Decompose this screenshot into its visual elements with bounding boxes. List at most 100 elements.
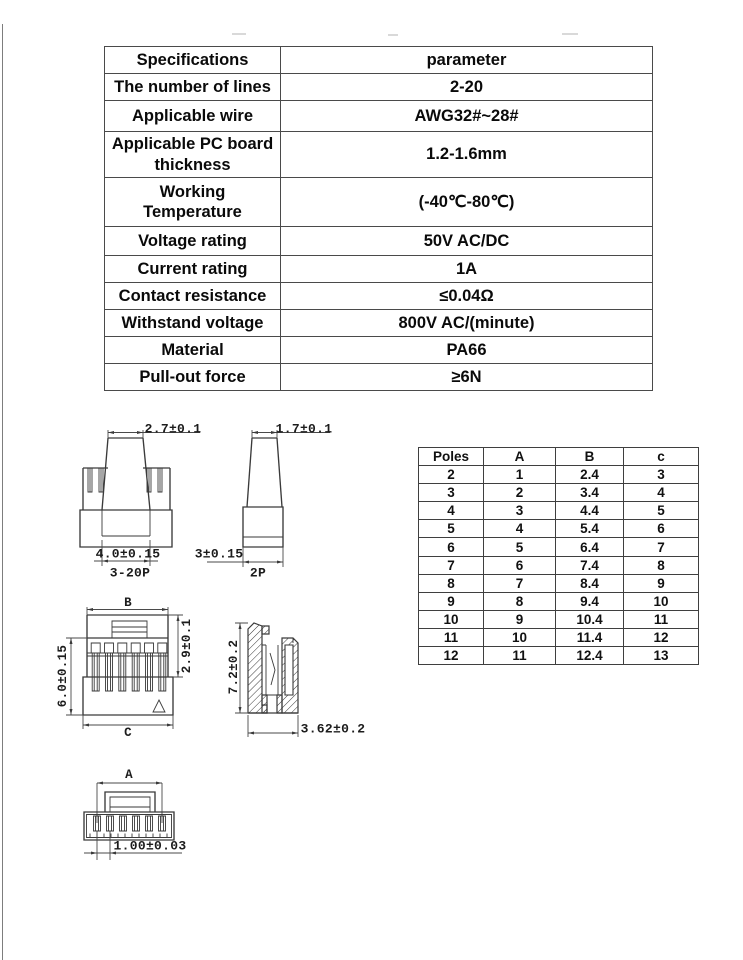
drawing-320p-side-view <box>60 415 210 585</box>
scan-artifact <box>232 33 246 35</box>
poles-header: c <box>623 446 699 467</box>
table-row: Specifications parameter <box>104 46 653 74</box>
poles-cell: 4 <box>623 483 699 503</box>
table-row: 3 2 3.4 4 <box>418 483 699 503</box>
poles-header: Poles <box>418 446 484 467</box>
poles-cell: 9 <box>418 591 484 611</box>
spec-value: 50V AC/DC <box>280 226 653 256</box>
poles-cell: 3.4 <box>555 483 624 503</box>
table-row: Withstand voltage 800V AC/(minute) <box>104 309 653 337</box>
poles-cell: 7.4 <box>555 555 624 575</box>
poles-cell: 11 <box>483 646 556 666</box>
spec-value: 1.2-1.6mm <box>280 131 653 178</box>
table-row: Voltage rating 50V AC/DC <box>104 226 653 256</box>
table-row: 5 4 5.4 6 <box>418 519 699 539</box>
poles-cell: 2.4 <box>555 465 624 485</box>
dim-label-section-width: 3.62±0.2 <box>300 721 366 737</box>
spec-value: 800V AC/(minute) <box>280 309 653 337</box>
table-row: 10 9 10.4 11 <box>418 609 699 629</box>
dim-label-section-height: 7.2±0.2 <box>227 639 241 695</box>
poles-cell: 5 <box>483 537 556 557</box>
label-range-320p: 3-20P <box>109 565 151 581</box>
poles-cell: 8 <box>483 591 556 611</box>
dim-label-front-width-B: B <box>124 596 132 610</box>
spec-label: Applicable PC board thickness <box>104 131 281 178</box>
specifications-table: Specifications parameter The number of l… <box>104 46 653 391</box>
spec-label: Pull-out force <box>104 363 281 391</box>
table-row: Applicable PC board thickness 1.2-1.6mm <box>104 131 653 178</box>
poles-cell: 10 <box>483 627 556 648</box>
spec-label: The number of lines <box>104 73 281 101</box>
dim-label-front-upper-height: 2.9±0.1 <box>180 618 194 674</box>
poles-cell: 11 <box>623 609 699 629</box>
poles-cell: 9 <box>483 609 556 629</box>
table-row: Current rating 1A <box>104 255 653 283</box>
drawing-2p-side-view <box>195 415 335 585</box>
label-2p: 2P <box>249 565 267 581</box>
poles-cell: 6 <box>623 519 699 539</box>
poles-cell: 2 <box>418 465 484 485</box>
poles-cell: 8.4 <box>555 573 624 593</box>
poles-cell: 9.4 <box>555 591 624 611</box>
dim-label-front-height: 6.0±0.15 <box>56 644 70 708</box>
table-row: The number of lines 2-20 <box>104 73 653 101</box>
spec-label: Contact resistance <box>104 282 281 310</box>
poles-cell: 10 <box>623 591 699 611</box>
table-row: Applicable wire AWG32#~28# <box>104 100 653 132</box>
dim-label-2p-top-width: 1.7±0.1 <box>275 421 333 437</box>
scan-artifact <box>562 33 578 35</box>
dim-label-320p-bottom-width: 4.0±0.15 <box>95 546 161 562</box>
poles-cell: 5 <box>623 501 699 521</box>
table-row: 2 1 2.4 3 <box>418 465 699 485</box>
drawing-front-view <box>50 590 200 745</box>
table-row: 11 10 11.4 12 <box>418 627 699 648</box>
dim-label-top-view-A: A <box>125 768 133 782</box>
spec-header-col1: Specifications <box>104 46 281 74</box>
page-left-border <box>2 24 3 960</box>
poles-cell: 11.4 <box>555 627 624 648</box>
table-row: 6 5 6.4 7 <box>418 537 699 557</box>
table-row: Working Temperature (-40℃-80℃) <box>104 177 653 227</box>
spec-value: 1A <box>280 255 653 283</box>
poles-cell: 2 <box>483 483 556 503</box>
dim-label-front-bottom-C: C <box>124 726 132 740</box>
spec-label: Voltage rating <box>104 226 281 256</box>
poles-cell: 3 <box>623 465 699 485</box>
spec-label: Withstand voltage <box>104 309 281 337</box>
poles-cell: 12 <box>418 646 484 666</box>
poles-cell: 12 <box>623 627 699 648</box>
table-row: Contact resistance ≤0.04Ω <box>104 282 653 310</box>
spec-label: Current rating <box>104 255 281 283</box>
dim-label-320p-top-width: 2.7±0.1 <box>144 421 202 437</box>
poles-cell: 8 <box>623 555 699 575</box>
poles-cell: 7 <box>483 573 556 593</box>
table-row: 8 7 8.4 9 <box>418 573 699 593</box>
table-row: Pull-out force ≥6N <box>104 363 653 391</box>
poles-cell: 10 <box>418 609 484 629</box>
poles-cell: 6.4 <box>555 537 624 557</box>
poles-cell: 5 <box>418 519 484 539</box>
drawing-top-view <box>70 781 220 865</box>
poles-cell: 5.4 <box>555 519 624 539</box>
poles-cell: 6 <box>418 537 484 557</box>
spec-label: Material <box>104 336 281 364</box>
spec-label: Working Temperature <box>104 177 281 227</box>
spec-header-col2: parameter <box>280 46 653 74</box>
spec-label: Applicable wire <box>104 100 281 132</box>
poles-cell: 4 <box>483 519 556 539</box>
drawing-cross-section <box>225 595 400 745</box>
poles-cell: 12.4 <box>555 646 624 666</box>
poles-header: B <box>555 446 624 467</box>
poles-cell: 8 <box>418 573 484 593</box>
scan-artifact <box>388 34 398 36</box>
poles-dimension-table: Poles A B c 2 1 2.4 3 3 2 3.4 4 4 3 4.4 … <box>418 446 699 666</box>
poles-cell: 3 <box>418 483 484 503</box>
dim-label-pitch: 1.00±0.03 <box>113 838 187 854</box>
dim-label-2p-bottom-width: 3±0.15 <box>194 546 244 562</box>
poles-cell: 6 <box>483 555 556 575</box>
spec-value: AWG32#~28# <box>280 100 653 132</box>
table-row: 7 6 7.4 8 <box>418 555 699 575</box>
poles-header: A <box>483 446 556 467</box>
table-row: 9 8 9.4 10 <box>418 591 699 611</box>
poles-cell: 13 <box>623 646 699 666</box>
